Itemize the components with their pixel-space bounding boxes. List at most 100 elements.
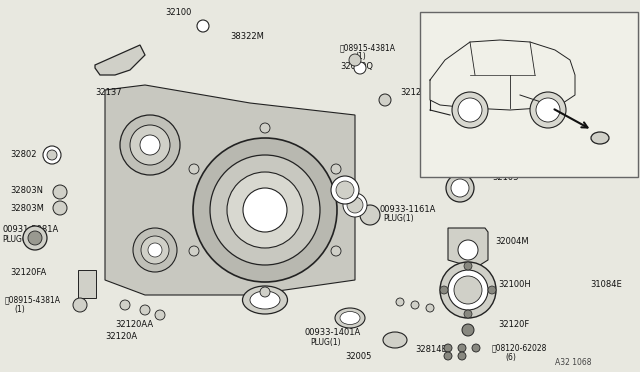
- Circle shape: [140, 305, 150, 315]
- Circle shape: [536, 98, 560, 122]
- Circle shape: [396, 298, 404, 306]
- Text: PLUG(1): PLUG(1): [383, 214, 413, 223]
- Circle shape: [458, 98, 482, 122]
- Bar: [30, 22, 420, 354]
- Circle shape: [458, 352, 466, 360]
- Circle shape: [260, 287, 270, 297]
- Text: (6): (6): [505, 353, 516, 362]
- Circle shape: [411, 301, 419, 309]
- Circle shape: [120, 300, 130, 310]
- Ellipse shape: [335, 308, 365, 328]
- Text: 32814E: 32814E: [415, 345, 447, 354]
- Circle shape: [426, 304, 434, 312]
- Circle shape: [331, 164, 341, 174]
- Text: A/T CONTROL UNIT ASSY: A/T CONTROL UNIT ASSY: [442, 28, 536, 37]
- Polygon shape: [448, 228, 488, 265]
- Circle shape: [331, 176, 359, 204]
- Circle shape: [227, 172, 303, 248]
- Polygon shape: [370, 110, 420, 295]
- Circle shape: [189, 246, 199, 256]
- Polygon shape: [105, 85, 355, 295]
- Polygon shape: [340, 55, 420, 125]
- Circle shape: [448, 270, 488, 310]
- Circle shape: [458, 344, 466, 352]
- Text: 32803M: 32803M: [10, 204, 44, 213]
- Ellipse shape: [591, 132, 609, 144]
- Circle shape: [148, 243, 162, 257]
- Text: 32803N: 32803N: [10, 186, 43, 195]
- Circle shape: [440, 262, 496, 318]
- Text: 32009Q: 32009Q: [340, 62, 373, 71]
- Circle shape: [141, 236, 169, 264]
- Circle shape: [444, 344, 452, 352]
- Text: A32 1068: A32 1068: [555, 358, 591, 367]
- Ellipse shape: [250, 291, 280, 309]
- Text: 00931-2081A: 00931-2081A: [2, 225, 58, 234]
- Circle shape: [458, 240, 478, 260]
- Circle shape: [73, 298, 87, 312]
- Circle shape: [451, 179, 469, 197]
- Text: 32100: 32100: [165, 8, 191, 17]
- Circle shape: [464, 262, 472, 270]
- Text: 32137: 32137: [95, 88, 122, 97]
- Circle shape: [446, 174, 474, 202]
- Text: 00933-1161A: 00933-1161A: [380, 205, 436, 214]
- Circle shape: [53, 201, 67, 215]
- Text: (1): (1): [14, 305, 25, 314]
- Circle shape: [23, 226, 47, 250]
- Circle shape: [53, 185, 67, 199]
- Polygon shape: [80, 75, 370, 310]
- Circle shape: [210, 155, 320, 265]
- Circle shape: [140, 135, 160, 155]
- Text: 32120AA: 32120AA: [115, 320, 153, 329]
- Circle shape: [462, 324, 474, 336]
- Circle shape: [133, 228, 177, 272]
- Circle shape: [47, 150, 57, 160]
- Text: 32100H: 32100H: [498, 280, 531, 289]
- Circle shape: [189, 164, 199, 174]
- Ellipse shape: [383, 332, 407, 348]
- Circle shape: [452, 92, 488, 128]
- Text: PLUG(1): PLUG(1): [310, 338, 340, 347]
- Circle shape: [349, 54, 361, 66]
- Text: 32120FA: 32120FA: [10, 268, 46, 277]
- Circle shape: [197, 20, 209, 32]
- Ellipse shape: [243, 286, 287, 314]
- Polygon shape: [80, 45, 370, 110]
- Text: ⓜ08915-4381A: ⓜ08915-4381A: [340, 43, 396, 52]
- Text: 32802: 32802: [10, 150, 36, 159]
- Circle shape: [260, 123, 270, 133]
- Circle shape: [130, 125, 170, 165]
- Circle shape: [354, 62, 366, 74]
- Ellipse shape: [340, 311, 360, 324]
- Circle shape: [331, 246, 341, 256]
- Circle shape: [379, 94, 391, 106]
- Circle shape: [243, 188, 287, 232]
- Circle shape: [464, 310, 472, 318]
- Text: 32120A: 32120A: [400, 88, 432, 97]
- Text: 38342N: 38342N: [330, 195, 363, 204]
- Circle shape: [440, 286, 448, 294]
- Circle shape: [343, 193, 367, 217]
- Circle shape: [444, 352, 452, 360]
- Text: 32120F: 32120F: [498, 320, 529, 329]
- Bar: [78, 270, 96, 298]
- Text: 32004M: 32004M: [495, 237, 529, 246]
- Circle shape: [43, 146, 61, 164]
- Circle shape: [472, 344, 480, 352]
- Text: Ⓒ08120-62028: Ⓒ08120-62028: [492, 343, 547, 352]
- Text: ⓜ08915-4381A: ⓜ08915-4381A: [5, 295, 61, 304]
- Text: FOR VEHICLES WITHOUT: FOR VEHICLES WITHOUT: [425, 17, 518, 26]
- Circle shape: [193, 138, 337, 282]
- Circle shape: [454, 276, 482, 304]
- Text: 31084E: 31084E: [590, 280, 621, 289]
- Circle shape: [155, 310, 165, 320]
- Text: PLUG(1): PLUG(1): [2, 235, 33, 244]
- Circle shape: [347, 197, 363, 213]
- Text: 00933-1401A: 00933-1401A: [305, 328, 361, 337]
- Text: 32005: 32005: [345, 352, 371, 361]
- Text: 32103: 32103: [492, 173, 518, 182]
- Text: 38322M: 38322M: [230, 32, 264, 41]
- Circle shape: [488, 286, 496, 294]
- Text: (1): (1): [355, 52, 365, 61]
